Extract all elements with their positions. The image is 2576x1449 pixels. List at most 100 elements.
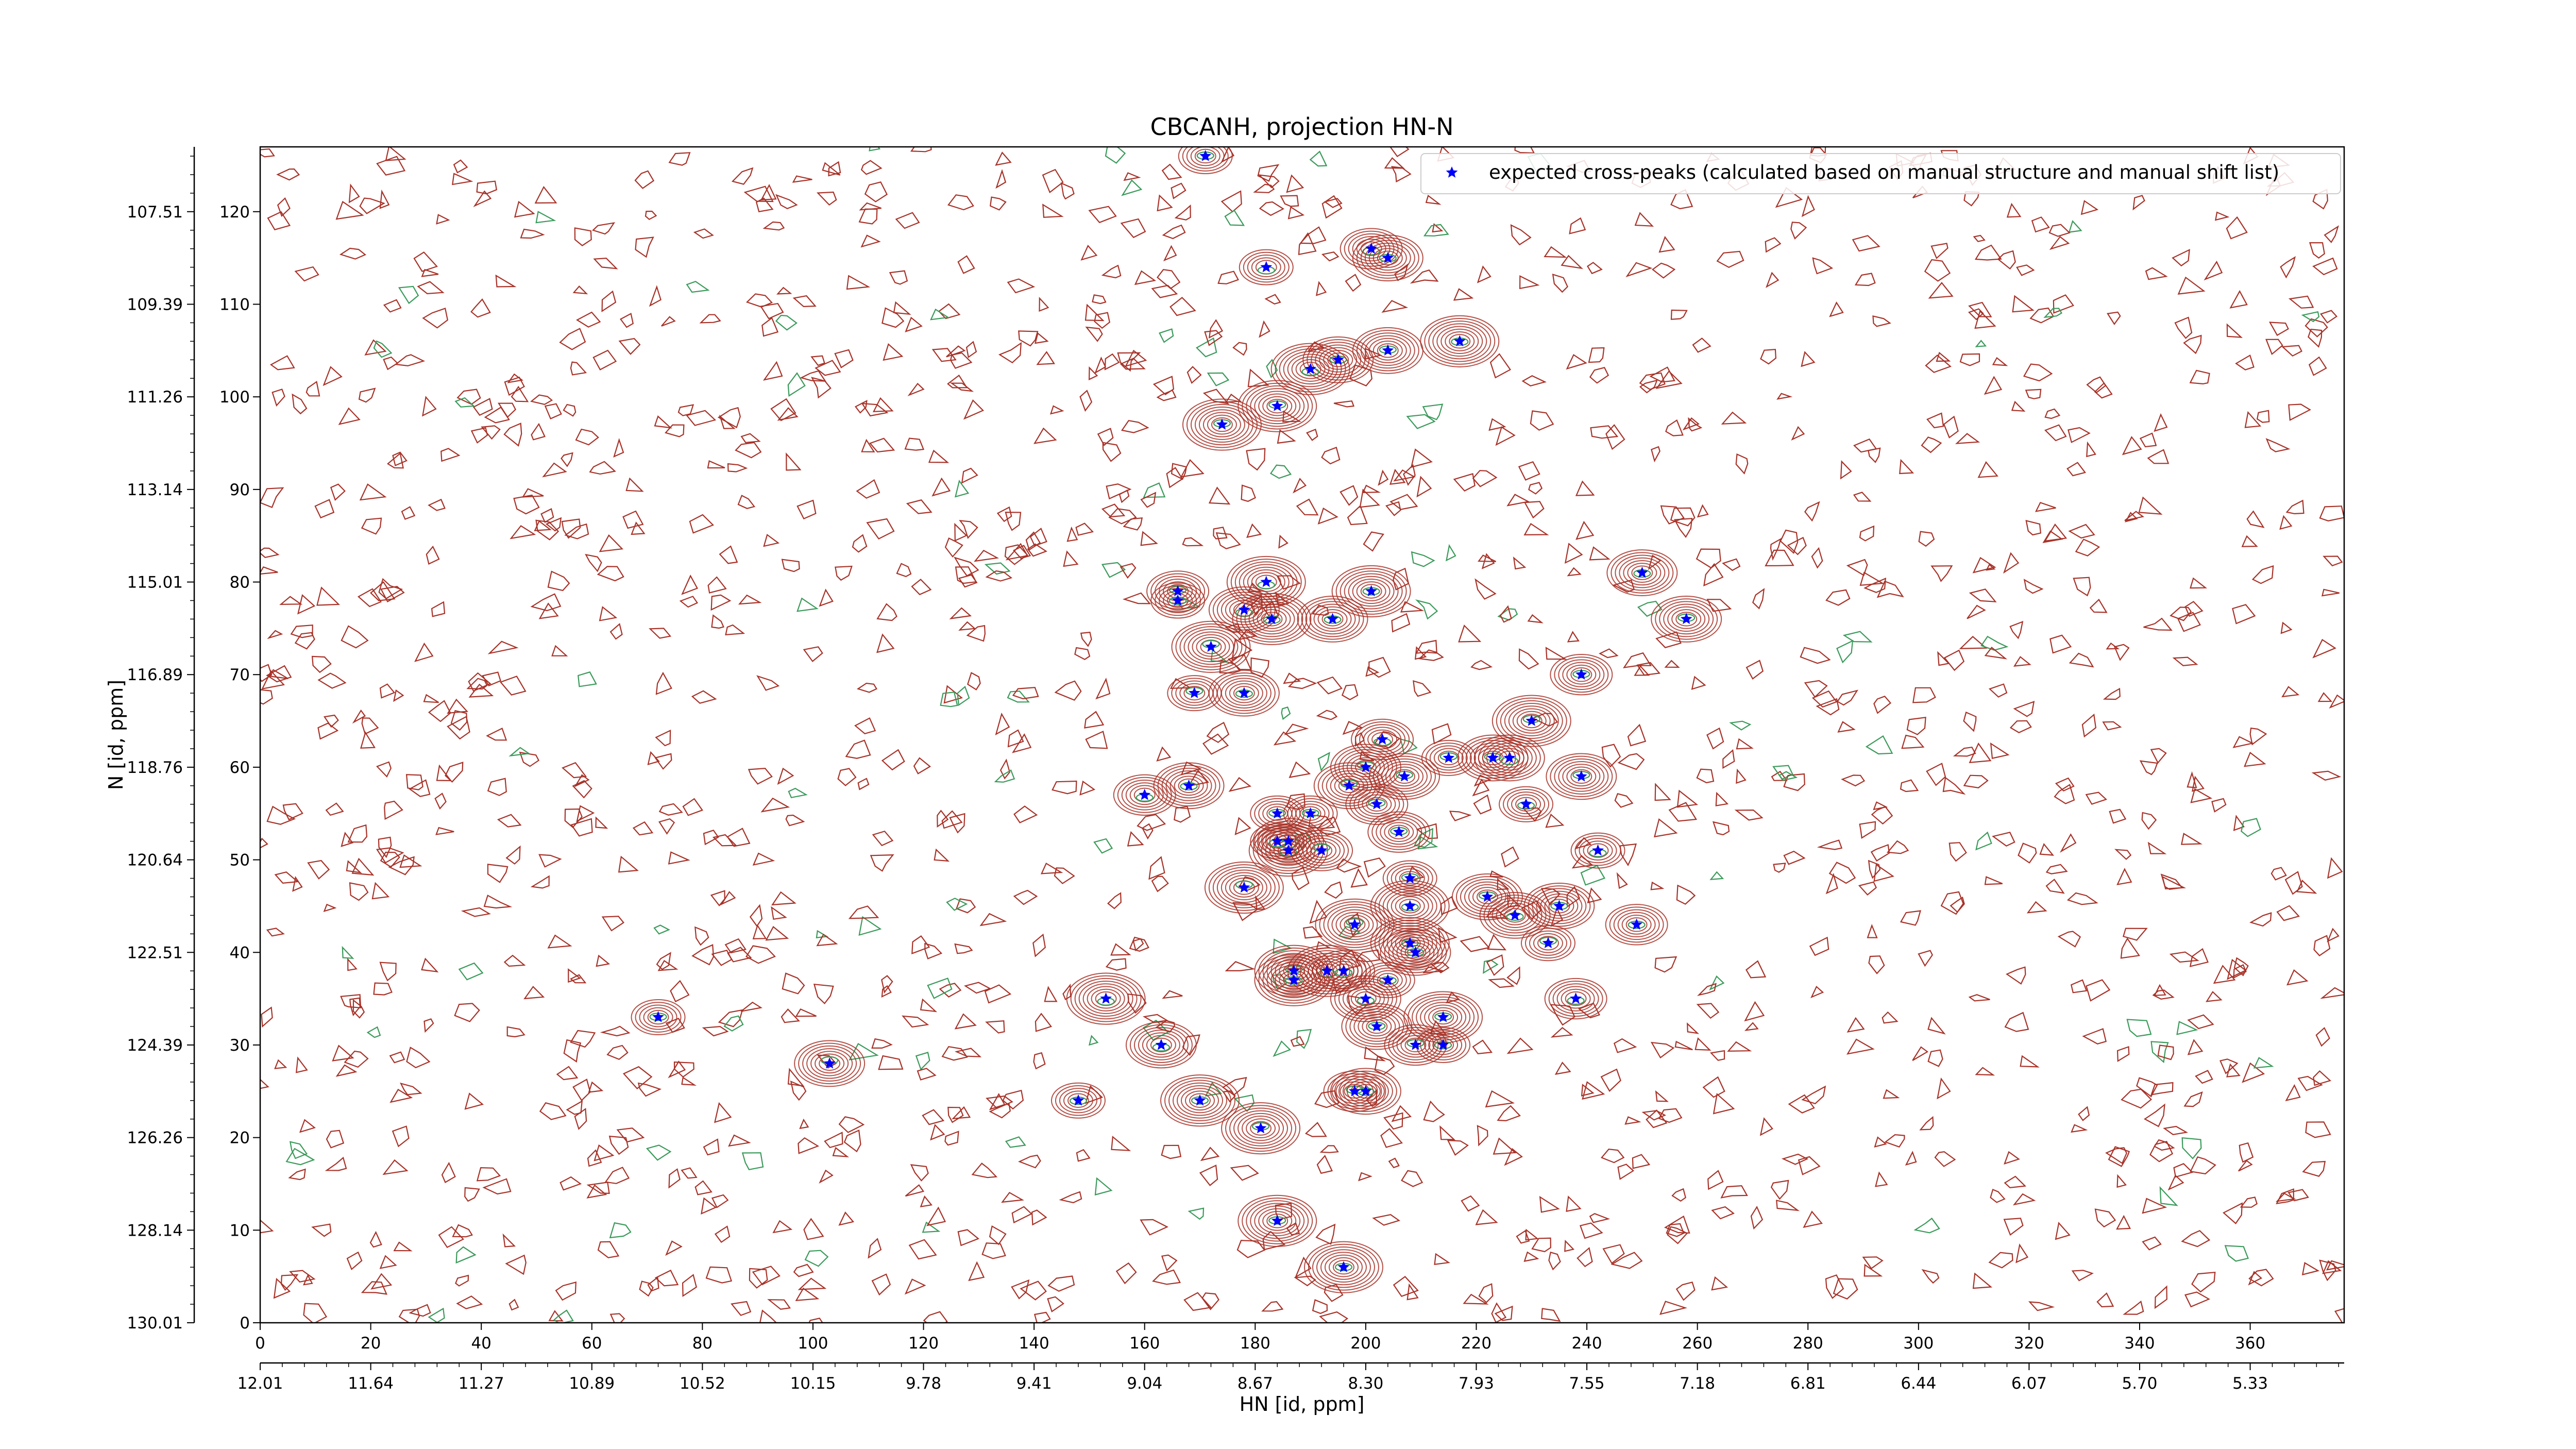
noise-contour [646, 1144, 672, 1161]
peak-contour [1165, 770, 1212, 801]
noise-contour [922, 1221, 941, 1233]
noise-contour [562, 762, 587, 779]
peak-contour [1352, 578, 1391, 604]
noise-contour [2308, 328, 2323, 348]
noise-contour [466, 678, 488, 690]
noise-contour [1007, 278, 1036, 294]
peak-contour [1609, 906, 1664, 943]
peak-contour [1552, 983, 1599, 1014]
noise-contour [1333, 400, 1355, 408]
noise-contour [857, 778, 870, 790]
noise-contour [803, 646, 823, 662]
noise-contour [1589, 546, 1611, 561]
noise-contour [947, 1106, 964, 1123]
noise-contour [1115, 1262, 1137, 1285]
noise-contour [2311, 770, 2342, 781]
peak-contour [1334, 978, 1397, 1020]
noise-contour [1140, 531, 1158, 546]
peak-contour [1359, 724, 1406, 755]
peak-contour [1232, 593, 1312, 645]
noise-contour [2116, 1215, 2131, 1230]
noise-contour [939, 983, 962, 998]
peak-contour [1192, 634, 1230, 660]
peak-contour [1262, 959, 1326, 1001]
noise-contour [361, 717, 379, 735]
noise-contour [1865, 735, 1893, 755]
peak-contour [1159, 578, 1197, 604]
peak-contour [1190, 147, 1221, 166]
peak-contour [1294, 832, 1349, 869]
noise-contour [1005, 511, 1022, 531]
noise-contour [290, 625, 313, 638]
noise-contour [1759, 1117, 1773, 1136]
peak-contour [1393, 769, 1415, 784]
noise-contour [2308, 356, 2327, 376]
peak-marker [1575, 668, 1587, 680]
noise-contour [1639, 379, 1658, 394]
peak-contour [1074, 978, 1138, 1020]
noise-contour [1745, 960, 1767, 979]
peak-contour [1565, 991, 1587, 1006]
peak-contour [1500, 700, 1563, 742]
noise-contour [1874, 1136, 1887, 1148]
peak-contour [806, 1048, 853, 1079]
noise-contour [1207, 372, 1230, 386]
noise-contour [2006, 966, 2026, 985]
peak-marker [1255, 1122, 1267, 1134]
noise-contour [1449, 811, 1472, 821]
peak-contour [1346, 754, 1385, 780]
noise-contour [2187, 771, 2197, 788]
peak-marker [1343, 779, 1355, 791]
peak-marker [1260, 261, 1273, 273]
noise-contour [1039, 297, 1049, 312]
peak-contour [1496, 902, 1534, 928]
noise-contour [714, 1102, 732, 1123]
noise-contour [954, 557, 979, 577]
noise-contour [1974, 310, 1996, 329]
peak-contour [1412, 996, 1475, 1038]
noise-contour [2235, 354, 2255, 370]
noise-contour [1912, 1046, 1929, 1061]
noise-contour [2003, 552, 2020, 574]
noise-contour [668, 851, 690, 865]
peak-marker [1365, 585, 1377, 597]
noise-contour [572, 780, 592, 799]
peak-contour [1173, 1082, 1228, 1119]
peak-contour [1360, 584, 1382, 599]
noise-contour [653, 924, 670, 935]
peak-contour [1332, 963, 1354, 979]
noise-contour [2054, 784, 2075, 804]
noise-contour [954, 943, 973, 954]
peak-contour [1208, 864, 1280, 911]
noise-contour [1600, 1068, 1621, 1092]
noise-contour [2227, 958, 2247, 980]
peak-contour [1399, 899, 1421, 914]
peak-contour [1520, 713, 1543, 729]
noise-contour [1031, 1209, 1047, 1226]
noise-contour [984, 984, 1012, 1004]
peak-contour [1358, 1014, 1396, 1039]
noise-contour [647, 1276, 659, 1292]
noise-contour [1316, 676, 1343, 695]
noise-contour [703, 830, 719, 846]
peak-marker [1304, 363, 1316, 374]
noise-contour [1567, 567, 1582, 577]
y-axis-label: N [id, ppm] [105, 680, 127, 790]
noise-contour [1531, 1237, 1552, 1253]
noise-contour [1506, 966, 1520, 985]
peak-contour [1344, 573, 1399, 610]
noise-contour [928, 449, 950, 463]
peak-contour [1070, 975, 1142, 1022]
noise-contour [1283, 672, 1301, 684]
noise-contour [910, 147, 932, 153]
noise-contour [2285, 499, 2304, 515]
peak-contour [1066, 972, 1146, 1025]
noise-contour [1273, 731, 1297, 746]
noise-contour [1605, 424, 1625, 450]
noise-contour [668, 1168, 681, 1189]
x-index-tick-label: 180 [1240, 1334, 1270, 1353]
noise-contour [2126, 1019, 2152, 1037]
peak-contour [1424, 1004, 1463, 1030]
noise-contour [1213, 527, 1228, 540]
noise-contour [1545, 647, 1568, 660]
